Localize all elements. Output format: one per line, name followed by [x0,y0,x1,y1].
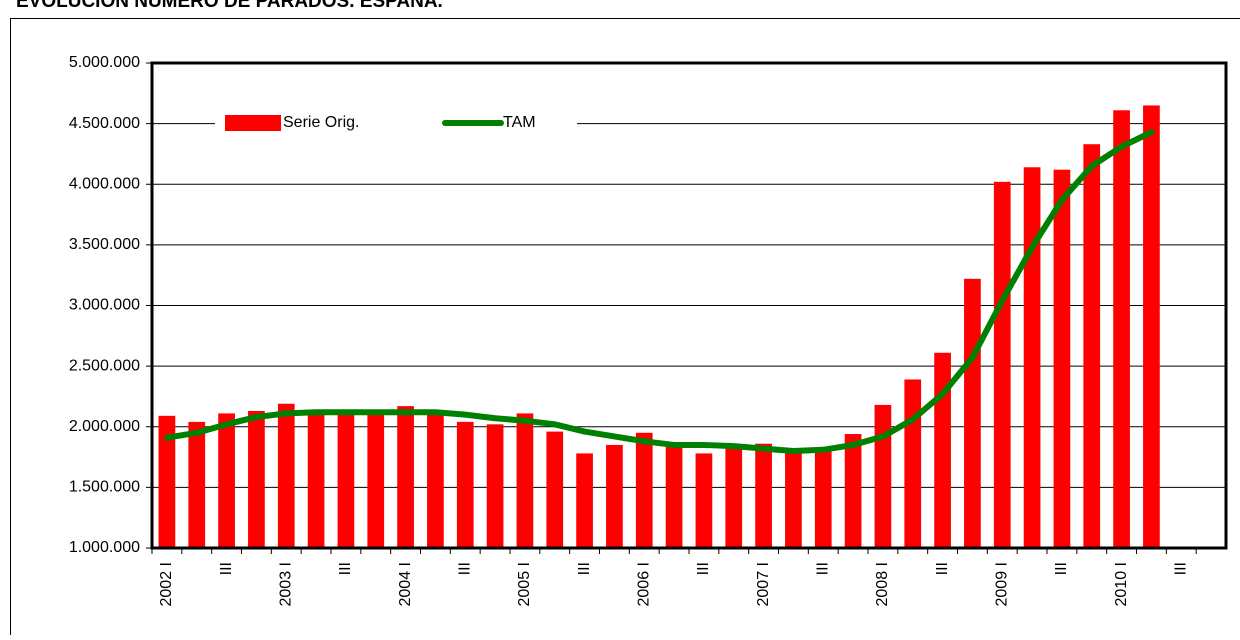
x-tick-label: 2007 I [755,562,772,606]
bar [815,451,832,548]
x-tick-label: 2005 I [516,562,533,606]
bar [278,404,295,548]
x-tick-label: 2008 I [874,562,891,606]
x-tick-label: 2004 I [397,562,414,606]
bar [218,413,235,548]
bar [1143,105,1160,548]
x-tick-label: 2002 I [158,562,175,606]
x-tick-label: 2009 I [993,562,1010,606]
bar [636,433,653,548]
x-tick-label: III [1172,562,1189,575]
x-tick-label: 2010 I [1113,562,1130,606]
bar [308,415,325,548]
bar [994,182,1011,548]
bar [666,446,683,548]
bar [457,422,474,548]
x-tick-label: III [1053,562,1070,575]
x-tick-label: 2003 I [277,562,294,606]
y-tick-label: 2.000.000 [69,418,140,435]
x-tick-label: III [695,562,712,575]
y-tick-label: 1.000.000 [69,539,140,556]
bar [1054,170,1071,548]
x-tick-label: III [456,562,473,575]
bar [696,453,713,548]
bar [367,415,384,548]
bar [904,379,921,548]
legend-label: TAM [503,114,536,131]
y-tick-label: 4.000.000 [69,175,140,192]
bar [964,279,981,548]
y-tick-label: 2.500.000 [69,357,140,374]
bar [517,413,534,548]
bar [1024,167,1041,548]
x-tick-label: III [814,562,831,575]
y-tick-label: 4.500.000 [69,115,140,132]
bar [606,445,623,548]
legend-swatch [225,115,281,131]
bar [397,406,414,548]
bar [755,444,772,548]
bar [188,422,205,548]
bar [248,411,265,548]
bar [845,434,862,548]
x-tick-label: III [934,562,951,575]
bar [338,412,355,548]
bar [1083,144,1100,548]
bar [934,353,951,548]
x-tick-label: III [576,562,593,575]
bar [875,405,892,548]
bar [546,432,563,548]
x-tick-label: 2006 I [635,562,652,606]
bar [785,451,802,548]
chart-title: EVOLUCIÓN NÚMERO DE PARADOS. ESPAÑA. [16,0,443,12]
bar [1113,110,1130,548]
bar [576,453,593,548]
bar [725,449,742,548]
y-tick-label: 1.500.000 [69,479,140,496]
x-tick-label: III [337,562,354,575]
x-tick-label: III [218,562,235,575]
legend-label: Serie Orig. [283,114,359,131]
y-tick-label: 3.000.000 [69,297,140,314]
y-tick-label: 5.000.000 [69,54,140,71]
bar [427,413,444,548]
bar [487,424,504,548]
y-tick-label: 3.500.000 [69,236,140,253]
